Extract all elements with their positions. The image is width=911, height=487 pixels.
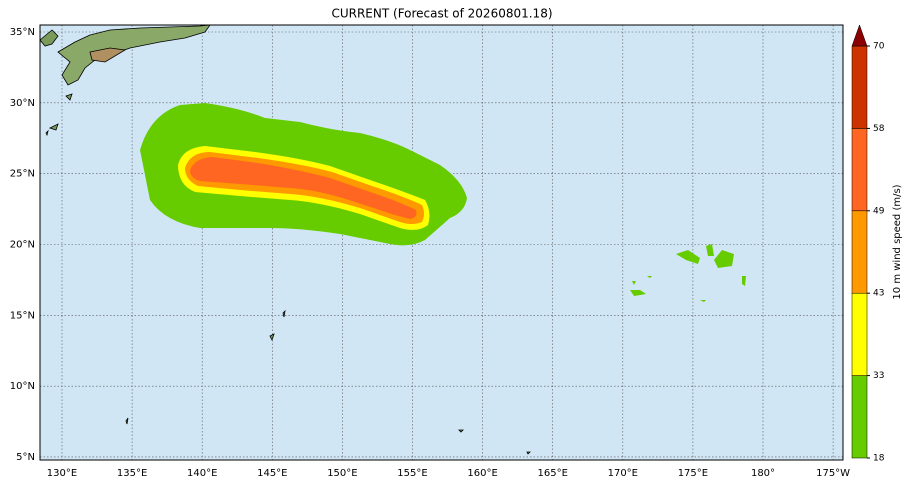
colorbar-segment: [851, 292, 868, 376]
lon-label: 175°W: [816, 468, 850, 479]
lat-label: 5°N: [16, 452, 35, 463]
title: CURRENT (Forecast of 20260801.18): [331, 7, 552, 21]
lon-label: 160°E: [467, 468, 497, 479]
colorbar-tick-label: 33: [873, 371, 884, 381]
colorbar-segment: [851, 375, 868, 459]
wind-swath: [140, 103, 467, 246]
colorbar-tick-label: 49: [873, 206, 885, 216]
lon-label: 170°E: [608, 468, 638, 479]
lon-label: 145°E: [257, 468, 287, 479]
colorbar-tick-label: 43: [873, 289, 884, 299]
lon-label: 140°E: [187, 468, 217, 479]
axis-labels: 35°N 30°N 25°N 20°N 15°N 10°N 5°N 130°E 135°E 140…: [10, 27, 850, 479]
lat-label: 30°N: [10, 98, 35, 109]
lon-label: 165°E: [537, 468, 567, 479]
colorbar-segment: [851, 210, 868, 294]
colorbar-extension: [851, 24, 868, 47]
ocean: [40, 25, 843, 460]
lon-label: 135°E: [117, 468, 147, 479]
map-frame: [39, 24, 844, 461]
colorbar-segment: [851, 45, 868, 129]
lat-label: 25°N: [10, 169, 35, 180]
green-islands: [630, 244, 746, 302]
lon-label: 180°: [751, 468, 775, 479]
lat-label: 10°N: [10, 381, 35, 392]
lat-label: 35°N: [10, 27, 35, 38]
graticule: [40, 25, 843, 460]
colorbar-tick-label: 58: [873, 124, 885, 134]
lat-label: 20°N: [10, 239, 35, 250]
lon-label: 175°E: [678, 468, 708, 479]
lon-label: 130°E: [47, 468, 77, 479]
lon-label: 150°E: [327, 468, 357, 479]
colorbar-tick-label: 70: [873, 42, 885, 52]
colorbar-label: 10 m wind speed (m/s): [892, 184, 903, 299]
lon-label: 155°E: [397, 468, 427, 479]
colorbar-segment: [851, 128, 868, 212]
land: [39, 24, 531, 455]
colorbar: 18 33 43 49 58 70: [851, 24, 885, 464]
lat-label: 15°N: [10, 310, 35, 321]
colorbar-tick-label: 18: [873, 454, 885, 464]
